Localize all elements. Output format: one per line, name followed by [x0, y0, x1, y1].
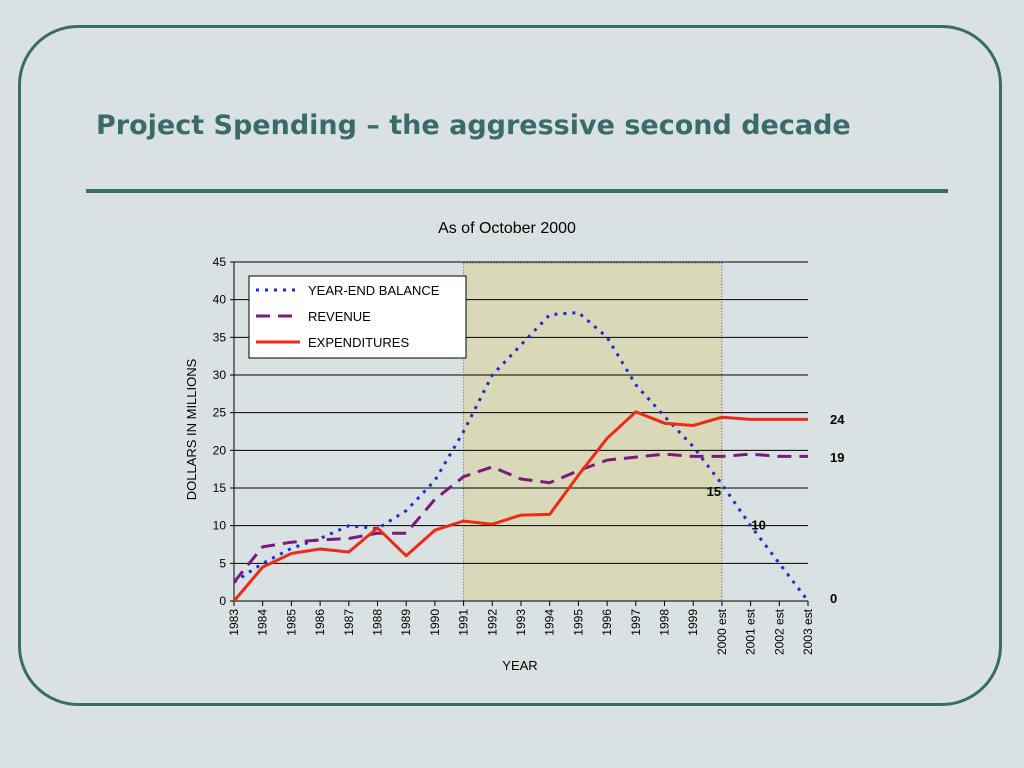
data-label: 10	[751, 518, 765, 533]
y-tick-label: 20	[213, 443, 227, 457]
x-tick-label: 1985	[284, 609, 298, 636]
y-tick-label: 10	[213, 519, 227, 533]
legend-label: REVENUE	[308, 309, 371, 324]
y-tick-label: 40	[213, 293, 227, 307]
x-tick-label: 2000 est	[715, 608, 729, 655]
y-tick-label: 0	[219, 594, 226, 608]
series-line-revenue	[232, 452, 808, 584]
x-tick-label: 1992	[485, 609, 499, 636]
x-axis-label: YEAR	[502, 658, 537, 673]
y-tick-label: 25	[213, 406, 227, 420]
y-axis-label: DOLLARS IN MILLIONS	[184, 358, 199, 500]
y-tick-label: 5	[219, 556, 226, 570]
x-tick-label: 1988	[371, 609, 385, 636]
data-label: 24	[830, 412, 845, 427]
x-tick-label: 1987	[342, 609, 356, 636]
slide-frame	[18, 25, 1002, 706]
x-tick-label: 1994	[543, 609, 557, 636]
x-tick-label: 1986	[313, 609, 327, 636]
legend-label: YEAR-END BALANCE	[308, 283, 440, 298]
highlight-band	[463, 262, 723, 602]
y-tick-label: 35	[213, 330, 227, 344]
x-tick-label: 1990	[428, 609, 442, 636]
x-tick-label: 1984	[256, 609, 270, 636]
x-tick-label: 2001 est	[744, 608, 758, 655]
x-tick-label: 1997	[629, 609, 643, 636]
data-label: 0	[830, 591, 837, 606]
x-tick-label: 1998	[658, 609, 672, 636]
x-tick-label: 1989	[399, 609, 413, 636]
y-tick-label: 30	[213, 368, 227, 382]
data-label: 15	[707, 484, 721, 499]
x-tick-label: 1999	[686, 609, 700, 636]
legend: YEAR-END BALANCE REVENUE EXPENDITURES	[248, 275, 467, 359]
x-tick-label: 2003 est	[801, 608, 815, 655]
slide-title: Project Spending – the aggressive second…	[96, 110, 851, 141]
data-label: 19	[830, 450, 844, 465]
y-tick-label: 45	[213, 255, 227, 269]
x-tick-label: 1996	[600, 609, 614, 636]
x-tick-label: 1993	[514, 609, 528, 636]
y-tick-label: 15	[213, 481, 227, 495]
legend-label: EXPENDITURES	[308, 335, 409, 350]
x-tick-label: 2002 est	[772, 608, 786, 655]
x-tick-label: 1995	[571, 609, 585, 636]
title-divider	[86, 189, 948, 193]
chart-title: As of October 2000	[438, 220, 576, 237]
x-tick-label: 1991	[457, 609, 471, 636]
series-line-expenditures	[232, 410, 808, 602]
x-tick-label: 1983	[227, 609, 241, 636]
